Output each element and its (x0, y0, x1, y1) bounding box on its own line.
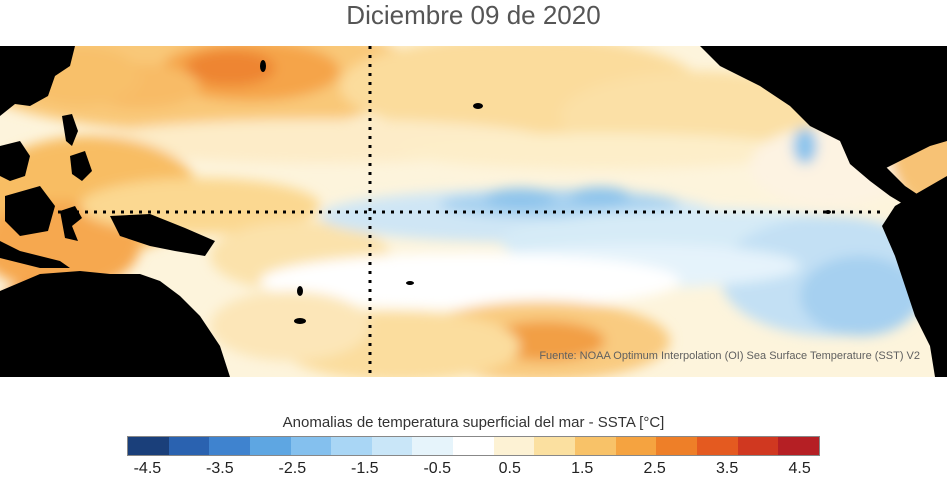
colorbar-segment (290, 437, 332, 455)
colorbar-segment (128, 437, 169, 455)
colorbar-tick-label: 2.5 (643, 460, 666, 477)
colorbar-segment (493, 437, 535, 455)
anomaly-field (0, 46, 947, 377)
north-america (700, 46, 947, 171)
colorbar-segment (371, 437, 413, 455)
philippines-south (70, 151, 92, 181)
colorbar-segment (534, 437, 576, 455)
hawaii (473, 103, 483, 109)
colorbar-segment (778, 437, 819, 455)
colorbar-tick-label: 4.5 (788, 460, 811, 477)
colorbar-segment (737, 437, 779, 455)
colorbar-tick-label: -1.5 (350, 460, 379, 477)
colorbar-tick-label: -4.5 (133, 460, 162, 477)
data-source: Fuente: NOAA Optimum Interpolation (OI) … (539, 350, 920, 362)
new-guinea (110, 214, 215, 256)
colorbar-segment (575, 437, 616, 455)
colorbar-segment (331, 437, 372, 455)
colorbar-segment (453, 437, 494, 455)
reference-lines (40, 46, 880, 377)
colorbar-ticks: -4.5 -3.5 -2.5 -1.5 -0.5 0.5 1.5 2.5 3.5 4.5 (127, 460, 820, 480)
colorbar (127, 436, 820, 456)
island-a (297, 286, 303, 296)
colorbar-tick-label: 3.5 (716, 460, 739, 477)
colorbar-title: Anomalias de temperatura superficial del… (282, 414, 665, 431)
caribbean-islands (898, 126, 938, 136)
south-america (882, 176, 947, 377)
australia (0, 271, 230, 377)
colorbar-tick-label: -0.5 (423, 460, 452, 477)
colorbar-segment (656, 437, 697, 455)
indochina (0, 141, 30, 181)
colorbar-segment (412, 437, 454, 455)
central-america (840, 141, 930, 211)
island-b (406, 281, 414, 285)
colorbar-segment (249, 437, 291, 455)
borneo (5, 186, 55, 236)
colorbar-segment (168, 437, 210, 455)
colorbar-tick-label: -3.5 (206, 460, 234, 477)
island-c (294, 318, 306, 324)
colorbar-segment (696, 437, 738, 455)
colorbar-tick-label: 0.5 (498, 460, 521, 477)
land-masses (0, 46, 947, 377)
sulawesi (60, 206, 82, 241)
java (0, 241, 70, 268)
galapagos (825, 210, 831, 214)
map-title: Diciembre 09 de 2020 (346, 0, 601, 30)
colorbar-tick-label: -2.5 (278, 460, 307, 477)
colorbar-tick-label: 1.5 (571, 460, 594, 477)
colorbar-segment (209, 437, 250, 455)
colorbar-segment (615, 437, 657, 455)
philippines-north (62, 114, 78, 146)
ssta-map (0, 46, 947, 377)
asia-mainland (0, 46, 75, 116)
japan-island (260, 60, 266, 72)
